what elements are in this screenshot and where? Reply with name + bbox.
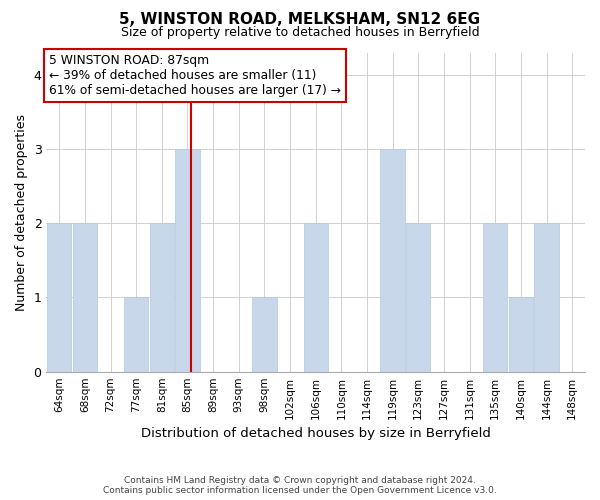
Text: 5 WINSTON ROAD: 87sqm
← 39% of detached houses are smaller (11)
61% of semi-deta: 5 WINSTON ROAD: 87sqm ← 39% of detached … (49, 54, 341, 97)
Text: Size of property relative to detached houses in Berryfield: Size of property relative to detached ho… (121, 26, 479, 39)
X-axis label: Distribution of detached houses by size in Berryfield: Distribution of detached houses by size … (141, 427, 491, 440)
Bar (252, 298, 277, 372)
Bar (483, 223, 508, 372)
Bar (304, 223, 328, 372)
Y-axis label: Number of detached properties: Number of detached properties (15, 114, 28, 310)
Text: Contains HM Land Registry data © Crown copyright and database right 2024.
Contai: Contains HM Land Registry data © Crown c… (103, 476, 497, 495)
Bar (124, 298, 148, 372)
Bar (149, 223, 174, 372)
Bar (73, 223, 97, 372)
Bar (175, 149, 200, 372)
Text: 5, WINSTON ROAD, MELKSHAM, SN12 6EG: 5, WINSTON ROAD, MELKSHAM, SN12 6EG (119, 12, 481, 28)
Bar (509, 298, 533, 372)
Bar (535, 223, 559, 372)
Bar (47, 223, 71, 372)
Bar (380, 149, 405, 372)
Bar (406, 223, 430, 372)
